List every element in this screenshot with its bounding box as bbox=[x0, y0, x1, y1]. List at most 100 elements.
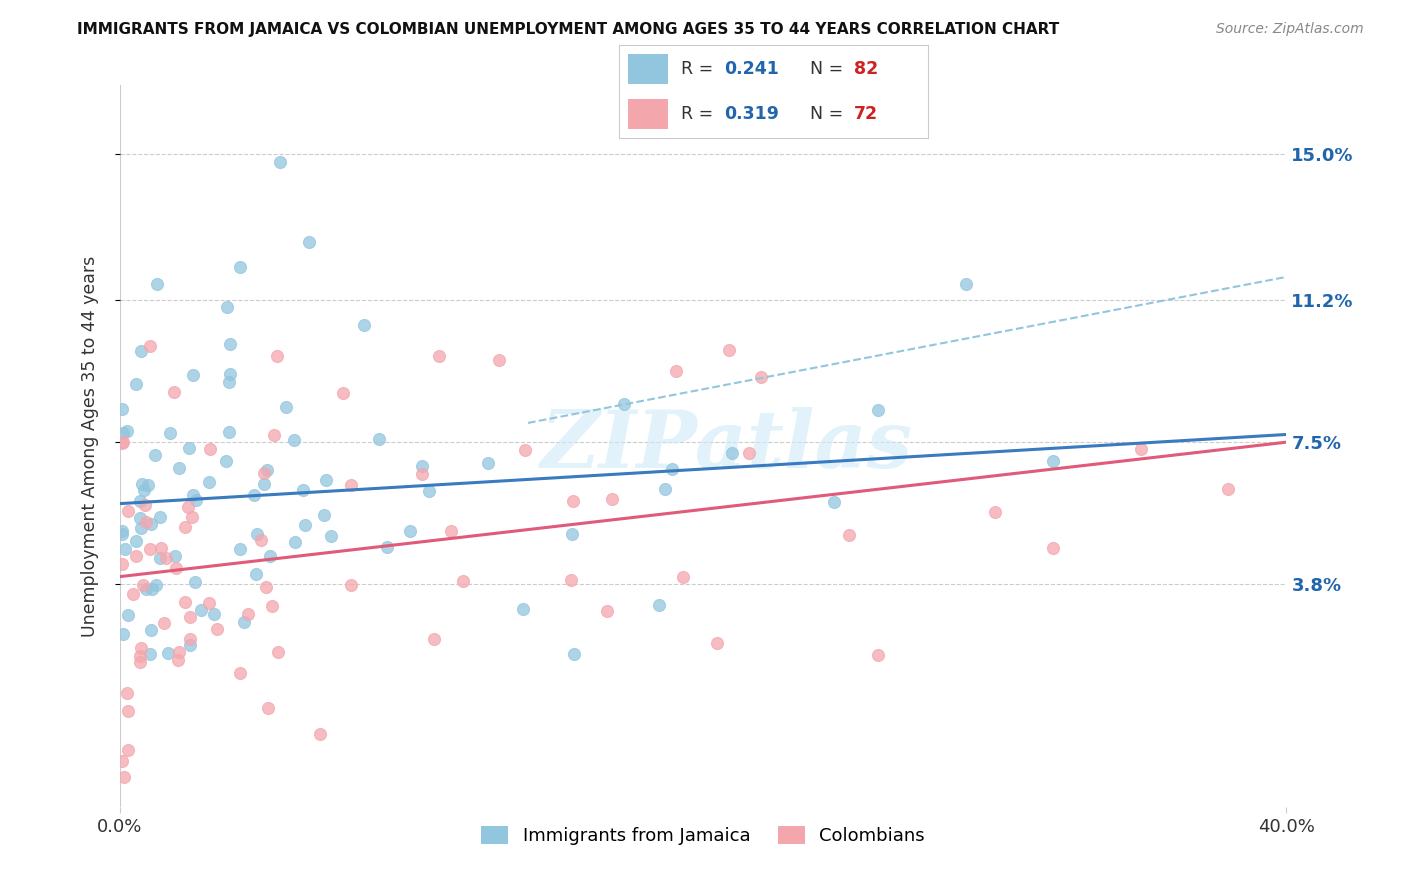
Point bbox=[159, 425, 181, 440]
Point bbox=[738, 446, 761, 460]
Point bbox=[1042, 453, 1064, 467]
Point bbox=[132, 483, 155, 498]
Point bbox=[353, 318, 375, 332]
Point bbox=[242, 488, 264, 502]
Point bbox=[560, 573, 582, 587]
Point bbox=[163, 549, 186, 563]
Point bbox=[298, 235, 321, 250]
Point bbox=[129, 648, 152, 663]
Point bbox=[163, 385, 186, 400]
Point bbox=[150, 541, 173, 556]
Point bbox=[139, 624, 162, 638]
Point bbox=[294, 517, 316, 532]
Point bbox=[117, 608, 139, 623]
Point bbox=[111, 557, 134, 571]
Point bbox=[181, 368, 204, 383]
Point bbox=[256, 463, 278, 477]
Point bbox=[562, 647, 585, 661]
Point bbox=[111, 627, 134, 641]
Point bbox=[181, 488, 204, 502]
Point bbox=[128, 510, 150, 524]
Point bbox=[866, 402, 890, 417]
Point bbox=[1216, 483, 1240, 497]
Point bbox=[375, 540, 398, 554]
Point bbox=[253, 477, 276, 491]
Point bbox=[423, 632, 446, 646]
Point bbox=[340, 578, 363, 592]
Point bbox=[134, 498, 156, 512]
Point bbox=[284, 535, 307, 549]
Point bbox=[332, 385, 354, 400]
Point bbox=[198, 596, 221, 610]
Point bbox=[131, 477, 153, 491]
Point bbox=[149, 510, 172, 524]
Point bbox=[129, 344, 152, 359]
Point bbox=[173, 595, 195, 609]
Point bbox=[165, 560, 187, 574]
Point bbox=[139, 541, 162, 556]
Point bbox=[125, 376, 148, 391]
Point bbox=[440, 524, 463, 538]
Text: R =: R = bbox=[681, 60, 718, 78]
Point bbox=[179, 638, 201, 652]
Point bbox=[177, 500, 200, 515]
Point bbox=[141, 582, 163, 596]
Point bbox=[143, 448, 166, 462]
Point bbox=[218, 337, 240, 351]
Point bbox=[228, 665, 250, 680]
Point bbox=[245, 566, 267, 581]
Point bbox=[218, 425, 240, 439]
Point bbox=[114, 541, 136, 556]
Point bbox=[139, 647, 162, 661]
Point bbox=[136, 478, 159, 492]
Point bbox=[128, 494, 150, 508]
Point bbox=[111, 436, 134, 450]
Text: IMMIGRANTS FROM JAMAICA VS COLOMBIAN UNEMPLOYMENT AMONG AGES 35 TO 44 YEARS CORR: IMMIGRANTS FROM JAMAICA VS COLOMBIAN UNE… bbox=[77, 22, 1060, 37]
Point bbox=[368, 432, 391, 446]
Point bbox=[132, 578, 155, 592]
Point bbox=[253, 467, 276, 481]
Point bbox=[654, 482, 676, 496]
Point bbox=[117, 504, 139, 518]
Point bbox=[149, 551, 172, 566]
Text: Source: ZipAtlas.com: Source: ZipAtlas.com bbox=[1216, 22, 1364, 37]
Point bbox=[340, 478, 363, 492]
Point bbox=[145, 578, 167, 592]
Point bbox=[129, 655, 152, 669]
Point bbox=[488, 352, 510, 367]
Point bbox=[125, 534, 148, 549]
Point bbox=[124, 549, 146, 564]
Point bbox=[202, 607, 225, 622]
Point bbox=[718, 343, 741, 358]
Point bbox=[411, 459, 433, 474]
Point bbox=[562, 494, 585, 508]
Point bbox=[115, 424, 138, 438]
Point bbox=[263, 427, 285, 442]
Point bbox=[236, 607, 259, 621]
Point bbox=[254, 580, 277, 594]
Text: 0.241: 0.241 bbox=[724, 60, 779, 78]
Point bbox=[283, 433, 305, 447]
Point bbox=[721, 446, 744, 460]
Point bbox=[229, 542, 252, 557]
Point bbox=[276, 400, 298, 414]
Point bbox=[215, 454, 238, 468]
Point bbox=[112, 434, 135, 449]
Point bbox=[179, 610, 201, 624]
Point bbox=[139, 339, 162, 353]
Point bbox=[411, 467, 433, 481]
Point bbox=[117, 742, 139, 756]
Point bbox=[218, 367, 240, 381]
Point bbox=[418, 483, 440, 498]
Point bbox=[111, 754, 134, 768]
Point bbox=[215, 301, 238, 315]
Point bbox=[184, 575, 207, 590]
Point bbox=[262, 599, 284, 614]
Point bbox=[135, 515, 157, 529]
Point bbox=[156, 646, 179, 660]
Point bbox=[312, 508, 335, 522]
Point bbox=[112, 425, 135, 440]
Point bbox=[613, 397, 636, 411]
Text: N =: N = bbox=[810, 105, 849, 123]
Point bbox=[135, 582, 157, 596]
